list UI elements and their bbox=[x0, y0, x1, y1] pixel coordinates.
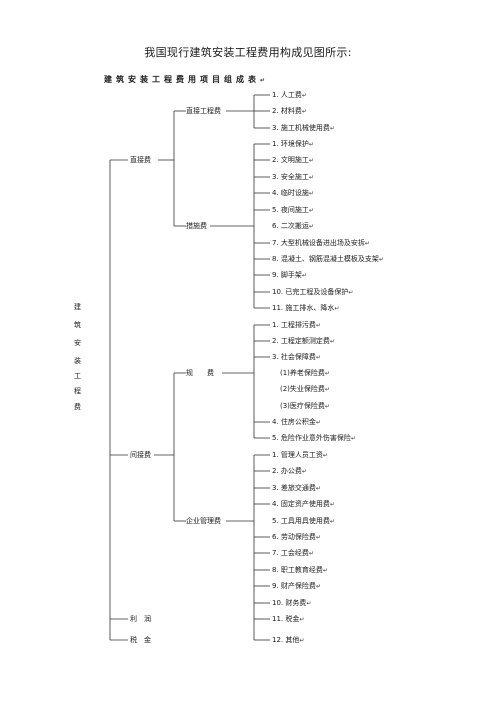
root-char: 建 bbox=[74, 303, 81, 311]
return-mark: ↵ bbox=[315, 322, 321, 329]
return-mark: ↵ bbox=[301, 108, 307, 115]
return-mark: ↵ bbox=[334, 305, 340, 312]
list-item: 3. 安全施工↵ bbox=[272, 173, 314, 181]
list-item: 4. 临时设施↵ bbox=[272, 189, 314, 197]
return-mark: ↵ bbox=[299, 637, 305, 644]
table-heading-text: 建筑安装工程费用项目组成表 bbox=[104, 75, 260, 84]
list-item: 6. 劳动保险费↵ bbox=[272, 533, 321, 541]
level2-enterprise-management-fee: 企业管理费 bbox=[186, 517, 221, 525]
return-mark: ↵ bbox=[329, 501, 335, 508]
root-char: 程 bbox=[74, 387, 81, 395]
list-item: 4. 住房公积金↵ bbox=[272, 418, 321, 426]
return-mark: ↵ bbox=[308, 141, 314, 148]
level1-indirect-fee: 间接费 bbox=[130, 451, 151, 459]
level1-direct-fee: 直接费 bbox=[130, 156, 151, 164]
return-mark: ↵ bbox=[315, 419, 321, 426]
root-char: 筑 bbox=[74, 321, 81, 329]
return-mark: ↵ bbox=[322, 452, 328, 459]
level2-direct-engineering-fee: 直接工程费 bbox=[186, 107, 221, 115]
list-item: 3. 施工机械使用费↵ bbox=[272, 124, 335, 132]
list-item: 5. 工具用具使用费↵ bbox=[272, 517, 335, 525]
list-item: 2. 工程定额测定费↵ bbox=[272, 337, 335, 345]
return-mark: ↵ bbox=[299, 616, 305, 623]
return-mark: ↵ bbox=[301, 272, 307, 279]
list-item: 5. 夜间施工↵ bbox=[272, 206, 314, 214]
return-mark: ↵ bbox=[329, 125, 335, 132]
list-item: (2)失业保险费↵ bbox=[280, 385, 330, 393]
level2-regulatory-fees: 规 费 bbox=[186, 369, 214, 377]
list-item: 1. 环境保护↵ bbox=[272, 140, 314, 148]
list-item: 2. 材料费↵ bbox=[272, 107, 307, 115]
list-item: 6. 二次搬运↵ bbox=[272, 222, 314, 230]
level1-tax: 税 金 bbox=[130, 636, 151, 644]
list-item: 10. 已完工程及设备保护↵ bbox=[272, 288, 354, 296]
root-char: 费 bbox=[74, 403, 81, 411]
return-mark: ↵ bbox=[315, 583, 321, 590]
list-item: 9. 脚手架↵ bbox=[272, 271, 307, 279]
list-item: 7. 大型机械设备进出场及安拆↵ bbox=[272, 239, 370, 247]
list-item: (1)养老保险费↵ bbox=[280, 369, 330, 377]
return-mark: ↵ bbox=[364, 240, 370, 247]
list-item: 7. 工会经费↵ bbox=[272, 549, 314, 557]
list-item: 3. 差旅交通费↵ bbox=[272, 484, 321, 492]
list-item: 12. 其他↵ bbox=[272, 636, 305, 644]
list-item: 2. 办公费↵ bbox=[272, 467, 307, 475]
return-mark: ↵ bbox=[348, 289, 354, 296]
list-item: 8. 混凝土、钢筋混凝土模板及支架↵ bbox=[272, 255, 384, 263]
list-item: 1. 人工费↵ bbox=[272, 91, 307, 99]
return-mark: ↵ bbox=[329, 518, 335, 525]
return-mark: ↵ bbox=[324, 370, 330, 377]
page-title: 我国现行建筑安装工程费用构成见图所示: bbox=[144, 46, 352, 59]
table-heading: 建筑安装工程费用项目组成表↵ bbox=[104, 74, 269, 85]
return-mark: ↵ bbox=[301, 468, 307, 475]
list-item: 1. 管理人员工资↵ bbox=[272, 451, 328, 459]
return-mark: ↵ bbox=[308, 157, 314, 164]
list-item: (3)医疗保险费↵ bbox=[280, 402, 330, 410]
return-mark: ↵ bbox=[301, 92, 307, 99]
return-mark: ↵ bbox=[260, 77, 270, 84]
return-mark: ↵ bbox=[308, 223, 314, 230]
return-mark: ↵ bbox=[308, 550, 314, 557]
return-mark: ↵ bbox=[322, 567, 328, 574]
return-mark: ↵ bbox=[308, 207, 314, 214]
return-mark: ↵ bbox=[315, 354, 321, 361]
list-item: 5. 危险作业意外伤害保险↵ bbox=[272, 434, 356, 442]
return-mark: ↵ bbox=[308, 174, 314, 181]
return-mark: ↵ bbox=[324, 403, 330, 410]
root-char: 装 bbox=[74, 357, 81, 365]
list-item: 3. 社会保障费↵ bbox=[272, 353, 321, 361]
return-mark: ↵ bbox=[350, 435, 356, 442]
list-item: 11. 税金↵ bbox=[272, 615, 305, 623]
return-mark: ↵ bbox=[308, 190, 314, 197]
list-item: 1. 工程排污费↵ bbox=[272, 321, 321, 329]
return-mark: ↵ bbox=[315, 534, 321, 541]
list-item: 9. 财产保险费↵ bbox=[272, 582, 321, 590]
list-item: 2. 文明施工↵ bbox=[272, 156, 314, 164]
return-mark: ↵ bbox=[306, 600, 312, 607]
list-item: 10. 财务费↵ bbox=[272, 599, 312, 607]
return-mark: ↵ bbox=[315, 485, 321, 492]
list-item: 11. 施工排水、降水↵ bbox=[272, 304, 340, 312]
list-item: 4. 固定资产使用费↵ bbox=[272, 500, 335, 508]
level1-profit: 利 润 bbox=[130, 615, 151, 623]
return-mark: ↵ bbox=[329, 338, 335, 345]
root-char: 工 bbox=[74, 372, 81, 380]
level2-measures-fee: 措施费 bbox=[186, 222, 207, 230]
root-char: 安 bbox=[74, 339, 81, 347]
list-item: 8. 职工教育经费↵ bbox=[272, 566, 328, 574]
return-mark: ↵ bbox=[378, 256, 384, 263]
return-mark: ↵ bbox=[324, 386, 330, 393]
